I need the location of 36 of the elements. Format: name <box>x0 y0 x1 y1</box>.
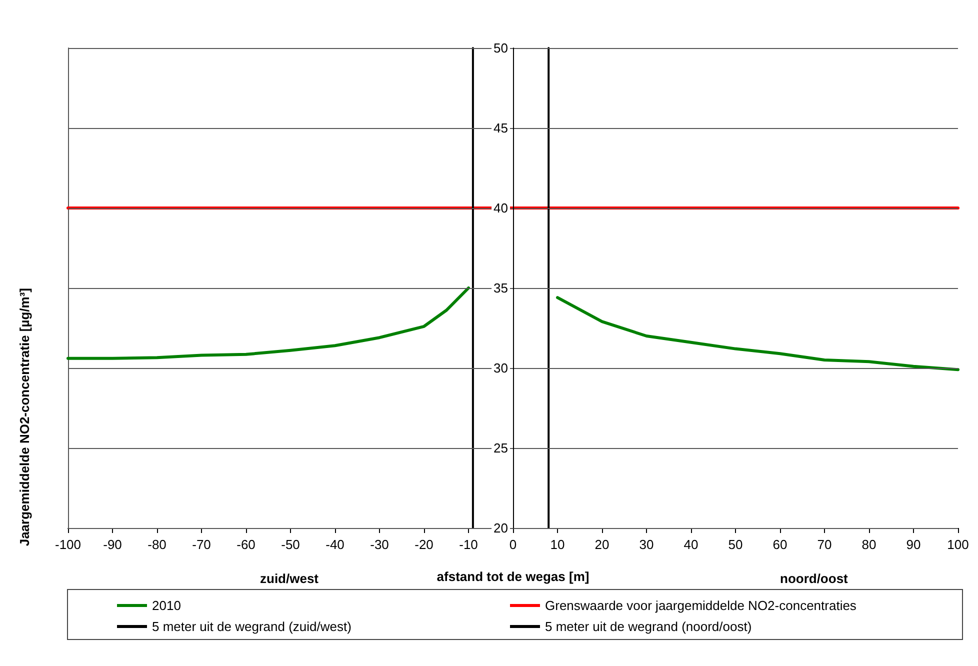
legend-label: 2010 <box>152 598 181 613</box>
x-tick-label: 10 <box>550 537 565 552</box>
x-tick-label: 0 <box>509 537 517 552</box>
y-tick-label: 30 <box>494 360 508 376</box>
x-tick-label: 80 <box>862 537 876 552</box>
x-tick-label: -100 <box>54 537 82 552</box>
x-tick-label: 40 <box>684 537 698 552</box>
text: noord/oost <box>780 571 849 586</box>
x-tick-label: -90 <box>103 537 122 552</box>
x-tick-label: -50 <box>281 537 300 552</box>
y-tick-label: 40 <box>494 200 508 216</box>
y-tick-label: 20 <box>494 520 508 536</box>
x-tick-label: 50 <box>728 537 743 552</box>
y-tick-label: 35 <box>494 280 508 296</box>
x-tick-label: 90 <box>906 537 921 552</box>
x-tick-label: -70 <box>192 537 211 552</box>
y-tick-label: 45 <box>494 120 508 136</box>
legend-label: 5 meter uit de wegrand (noord/oost) <box>545 619 752 634</box>
x-tick-label: -40 <box>326 537 344 552</box>
x-tick-label: 30 <box>639 537 654 552</box>
y-tick-label: 50 <box>494 40 508 56</box>
x-tick-label: -10 <box>459 537 478 552</box>
x-tick-label: 20 <box>594 537 610 552</box>
x-tick-label: -80 <box>148 537 166 552</box>
x-tick-label: -60 <box>236 537 256 552</box>
text: zuid/west <box>260 571 320 586</box>
x-axis-title: afstand tot de wegas [m] <box>436 569 590 584</box>
x-tick-label: 60 <box>772 537 788 552</box>
y-tick-label: 25 <box>494 440 508 456</box>
legend-label: Grenswaarde voor jaargemiddelde NO2-concentraties <box>545 598 857 613</box>
x-tick-label: 100 <box>947 537 969 552</box>
x-tick-label: -30 <box>370 537 389 552</box>
y-axis-title: Jaargemiddelde NO2-concentratie [µg/m³] <box>17 288 32 546</box>
x-tick-label: -20 <box>414 537 434 552</box>
legend-label: 5 meter uit de wegrand (zuid/west) <box>152 619 352 634</box>
x-tick-label: 70 <box>817 537 832 552</box>
